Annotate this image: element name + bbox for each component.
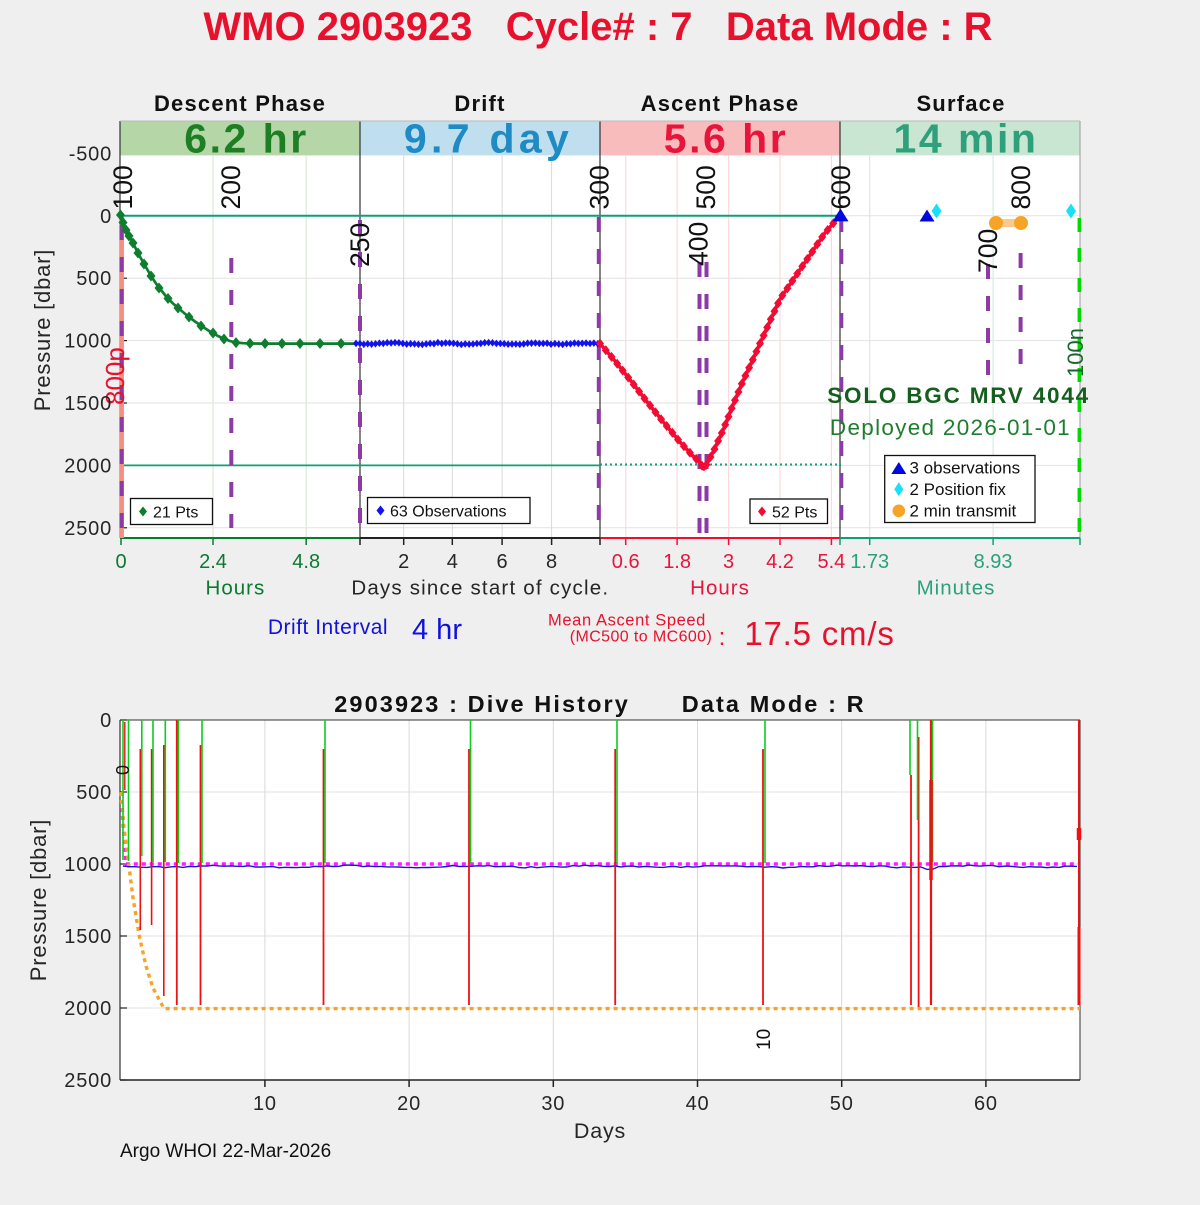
svg-text:2: 2: [398, 551, 409, 573]
svg-text:9.7 day: 9.7 day: [404, 116, 573, 162]
svg-text:4: 4: [447, 551, 458, 573]
svg-text:0: 0: [113, 765, 133, 775]
svg-text:2500: 2500: [64, 1070, 112, 1092]
svg-text:4.8: 4.8: [292, 551, 320, 573]
svg-text:2000: 2000: [64, 455, 112, 477]
svg-text:1.73: 1.73: [850, 551, 889, 573]
svg-text:-500: -500: [69, 143, 112, 165]
svg-text:8.93: 8.93: [974, 551, 1013, 573]
svg-text:2 min transmit: 2 min transmit: [910, 502, 1017, 521]
svg-text:52 Pts: 52 Pts: [772, 505, 817, 522]
svg-text:Drift: Drift: [454, 91, 505, 116]
svg-text:Mean Ascent Speed: Mean Ascent Speed: [548, 612, 706, 630]
svg-text:0: 0: [100, 206, 112, 228]
svg-text:SOLO BGC MRV 4044: SOLO BGC MRV 4044: [827, 383, 1090, 408]
svg-text:0: 0: [100, 710, 112, 732]
svg-text:500: 500: [76, 782, 112, 804]
svg-text:60: 60: [974, 1093, 998, 1115]
svg-text:Hours: Hours: [690, 577, 750, 600]
svg-text:0.6: 0.6: [612, 551, 640, 573]
svg-text:1000: 1000: [64, 854, 112, 876]
svg-text:1000: 1000: [64, 331, 112, 353]
svg-text:17.5 cm/s: 17.5 cm/s: [744, 615, 894, 652]
svg-text:Ascent Phase: Ascent Phase: [641, 91, 800, 116]
svg-text:250: 250: [345, 223, 375, 267]
svg-text:400: 400: [683, 222, 713, 266]
svg-text:1.8: 1.8: [663, 551, 691, 573]
svg-text:700: 700: [973, 229, 1003, 273]
svg-text:WMO 2903923 Cycle# : 7 Dat: WMO 2903923 Cycle# : 7 Data Mode : R: [203, 5, 992, 49]
svg-text:1500: 1500: [64, 926, 112, 948]
svg-text:800: 800: [1006, 165, 1036, 209]
svg-text:500: 500: [76, 268, 112, 290]
svg-text:8: 8: [546, 551, 557, 573]
svg-text:Argo WHOI 22-Mar-2026: Argo WHOI 22-Mar-2026: [120, 1141, 331, 1162]
svg-text:4.2: 4.2: [766, 551, 794, 573]
svg-text:21 Pts: 21 Pts: [153, 505, 198, 522]
svg-text:0: 0: [115, 551, 126, 573]
svg-text:50: 50: [830, 1093, 854, 1115]
svg-text:200: 200: [216, 165, 246, 209]
svg-text:5.4: 5.4: [817, 551, 845, 573]
svg-text:100n: 100n: [1063, 328, 1088, 377]
svg-text:4 hr: 4 hr: [412, 614, 462, 646]
svg-text:Minutes: Minutes: [917, 577, 996, 600]
svg-text::: :: [719, 624, 726, 651]
svg-text:3 observations: 3 observations: [910, 459, 1021, 478]
svg-text:2.4: 2.4: [199, 551, 227, 573]
svg-text:3: 3: [723, 551, 734, 573]
svg-text:100: 100: [108, 165, 138, 209]
svg-text:1500: 1500: [64, 393, 112, 415]
svg-text:6.2 hr: 6.2 hr: [184, 116, 308, 162]
svg-text:Pressure [dbar]: Pressure [dbar]: [30, 249, 55, 411]
svg-text:2 Position fix: 2 Position fix: [910, 480, 1007, 499]
svg-text:5.6 hr: 5.6 hr: [664, 116, 788, 162]
svg-text:30: 30: [541, 1093, 565, 1115]
svg-text:(MC500 to MC600): (MC500 to MC600): [570, 629, 712, 646]
svg-text:Deployed 2026-01-01: Deployed 2026-01-01: [830, 415, 1071, 440]
svg-text:2500: 2500: [64, 518, 112, 540]
svg-text:Descent Phase: Descent Phase: [154, 91, 326, 116]
svg-text:800p: 800p: [100, 347, 130, 405]
svg-text:Hours: Hours: [206, 577, 266, 600]
svg-text:10: 10: [253, 1093, 277, 1115]
svg-text:6: 6: [497, 551, 508, 573]
svg-text:Days since start of cycle.: Days since start of cycle.: [351, 577, 609, 600]
svg-text:Surface: Surface: [916, 91, 1005, 116]
svg-text:20: 20: [397, 1093, 421, 1115]
svg-text:2903923 : Dive History Da: 2903923 : Dive History Data Mode : R: [334, 691, 865, 717]
svg-text:63 Observations: 63 Observations: [390, 504, 507, 521]
svg-text:Pressure [dbar]: Pressure [dbar]: [26, 819, 51, 981]
svg-text:10: 10: [754, 1029, 775, 1050]
svg-text:500: 500: [691, 165, 721, 209]
svg-text:14 min: 14 min: [894, 116, 1039, 162]
svg-text:300: 300: [584, 165, 614, 209]
svg-text:600: 600: [826, 165, 856, 209]
svg-text:Days: Days: [574, 1119, 626, 1143]
svg-text:Drift Interval: Drift Interval: [268, 616, 388, 639]
svg-text:40: 40: [686, 1093, 710, 1115]
svg-text:2000: 2000: [64, 998, 112, 1020]
